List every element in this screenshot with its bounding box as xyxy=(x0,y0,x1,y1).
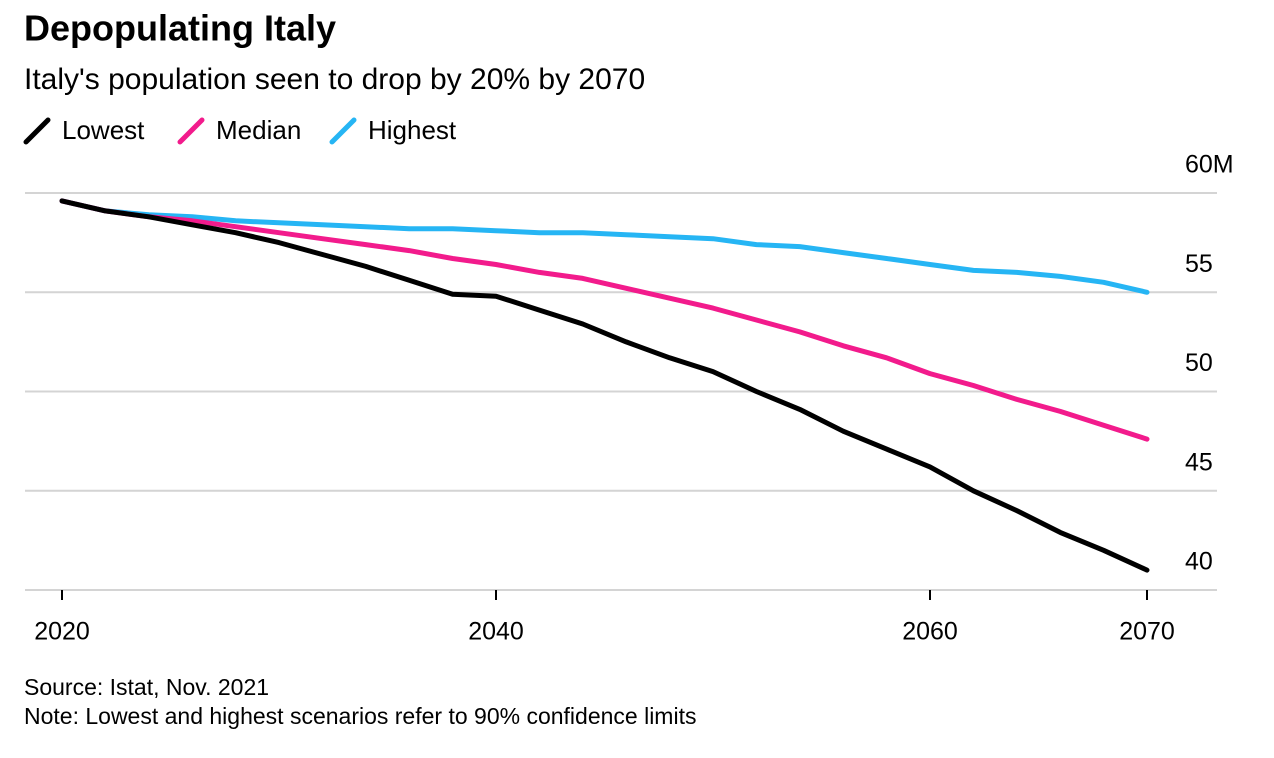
legend-label: Lowest xyxy=(62,115,145,145)
y-tick-label: 50 xyxy=(1185,349,1213,377)
source: Source: Istat, Nov. 2021 xyxy=(24,674,269,700)
y-tick-label: 55 xyxy=(1185,250,1213,278)
line-series xyxy=(59,198,1150,573)
legend: Lowest Median Highest xyxy=(23,115,457,145)
legend-label: Median xyxy=(216,115,301,145)
y-tick-label: 60M xyxy=(1185,151,1234,179)
note: Note: Lowest and highest scenarios refer… xyxy=(24,703,696,729)
x-tick-label: 2060 xyxy=(902,618,958,646)
x-tick-label: 2020 xyxy=(34,618,90,646)
y-tick-label: 45 xyxy=(1185,448,1213,476)
legend-swatch xyxy=(177,117,205,145)
legend-swatch xyxy=(329,117,357,145)
y-tick-label: 40 xyxy=(1185,548,1213,576)
legend-swatch xyxy=(23,117,51,145)
line-series xyxy=(59,198,1150,295)
x-tick-label: 2070 xyxy=(1119,618,1175,646)
chart-subtitle: Italy's population seen to drop by 20% b… xyxy=(24,63,645,96)
x-tick-label: 2040 xyxy=(468,618,524,646)
chart-title: Depopulating Italy xyxy=(24,8,336,49)
line-series xyxy=(59,198,1150,442)
legend-label: Highest xyxy=(368,115,457,145)
